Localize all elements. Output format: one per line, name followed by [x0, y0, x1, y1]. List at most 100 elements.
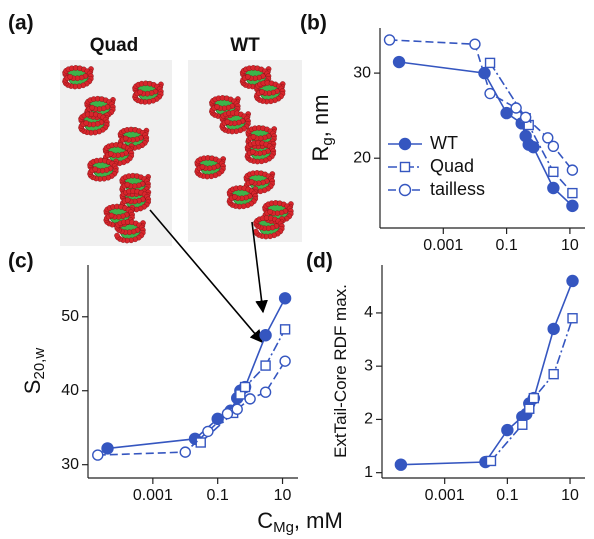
legend-label: tailless [430, 179, 485, 199]
marker [517, 419, 528, 430]
marker [279, 355, 291, 367]
x-tick-label: 0.001 [133, 487, 173, 504]
legend-marker [398, 183, 412, 197]
y-label-main: ExtTail-Core RDF max. [331, 284, 350, 458]
dna-bead [214, 104, 220, 110]
dna-bead [245, 74, 251, 80]
marker [567, 313, 578, 324]
marker [566, 199, 579, 213]
y-tick-label: 30 [61, 456, 79, 473]
marker [547, 140, 560, 152]
marker [383, 34, 396, 46]
marker [501, 423, 514, 437]
y-tick-label: 50 [61, 308, 79, 325]
x-label-sub: Mg [273, 519, 294, 536]
marker [527, 140, 540, 154]
dna-bead [124, 197, 131, 203]
dna-bead [108, 212, 115, 219]
marker [244, 393, 256, 405]
y-label-main: S [20, 380, 45, 395]
marker [500, 106, 513, 120]
y-axis-label: Rg, nm [308, 94, 336, 161]
marker [92, 449, 104, 461]
dna-bead [250, 134, 257, 140]
marker [231, 403, 243, 415]
marker [202, 425, 214, 438]
y-label-sub: g [319, 137, 336, 145]
panel: 0.001 0.1 10 30 40 50 (c) S20,w [8, 250, 298, 504]
marker [484, 57, 496, 69]
y-tick-label: 2 [364, 411, 373, 428]
panel-label: (b) [300, 12, 327, 35]
panel: 0.001 0.1 10 1 2 3 4 (d) ExtTail-Core RDF max. [306, 250, 585, 504]
marker [211, 412, 224, 426]
marker [566, 274, 579, 288]
arrow [149, 209, 263, 343]
y-tick-label: 20 [353, 149, 371, 166]
x-axis-label: CMg, mM [257, 508, 343, 536]
marker [221, 407, 234, 420]
legend-marker [398, 137, 412, 151]
marker [279, 324, 291, 335]
marker [567, 187, 578, 199]
panel: 0.001 0.1 10 20 30 (b) Rg, nm WT Quad tailless [300, 12, 585, 254]
marker [239, 381, 251, 393]
arrow [251, 221, 268, 314]
x-tick-label: 10 [561, 487, 579, 504]
y-axis-label: ExtTail-Core RDF max. [331, 284, 350, 458]
panel-label: (c) [8, 250, 34, 273]
x-tick-label: 10 [561, 237, 579, 254]
x-label-suffix: , mM [294, 508, 343, 533]
y-label-main: R [308, 146, 333, 162]
marker [259, 386, 272, 398]
dna-bead [137, 89, 144, 96]
y-label-sub: 20,w [31, 348, 48, 380]
panel-label: (a) [8, 12, 34, 35]
dna-bead [107, 151, 114, 157]
dna-bead [67, 74, 74, 80]
marker [566, 164, 579, 176]
dna-bead [267, 209, 274, 215]
dna-bead [224, 119, 231, 125]
x-tick-label: 0.001 [425, 487, 465, 504]
x-tick-label: 0.1 [207, 487, 229, 504]
y-axis-label: S20,w [20, 348, 48, 395]
dna-bead [259, 89, 265, 95]
x-label-main: C [257, 508, 273, 533]
y-tick-label: 30 [353, 64, 371, 81]
marker [259, 329, 272, 342]
marker [542, 132, 554, 144]
y-tick-label: 40 [61, 382, 79, 399]
structure-label: WT [230, 35, 260, 56]
marker [484, 87, 496, 100]
dna-bead [83, 120, 90, 126]
marker [510, 102, 522, 114]
legend-marker [399, 161, 411, 173]
marker [278, 292, 292, 305]
dna-bead [199, 164, 206, 170]
dna-bead [89, 104, 96, 111]
y-tick-label: 1 [364, 464, 373, 481]
marker [524, 403, 535, 414]
legend-label: Quad [430, 156, 474, 176]
y-label-suffix: , nm [308, 94, 333, 137]
dna-bead [114, 232, 120, 239]
dna-bead [249, 149, 256, 155]
marker [485, 455, 497, 467]
structure-label: Quad [90, 35, 139, 56]
y-tick-label: 3 [364, 357, 373, 374]
series-line [389, 39, 574, 171]
dna-bead [92, 166, 99, 173]
marker [392, 55, 406, 69]
y-tick-label: 4 [364, 304, 373, 321]
series-line [400, 280, 574, 466]
panel-label: (d) [306, 250, 333, 273]
marker [519, 111, 532, 124]
dna-bead [231, 194, 238, 200]
dna-bead [124, 181, 131, 188]
marker [547, 322, 560, 336]
structure-images [60, 60, 302, 246]
marker [528, 392, 540, 404]
marker [548, 368, 559, 380]
